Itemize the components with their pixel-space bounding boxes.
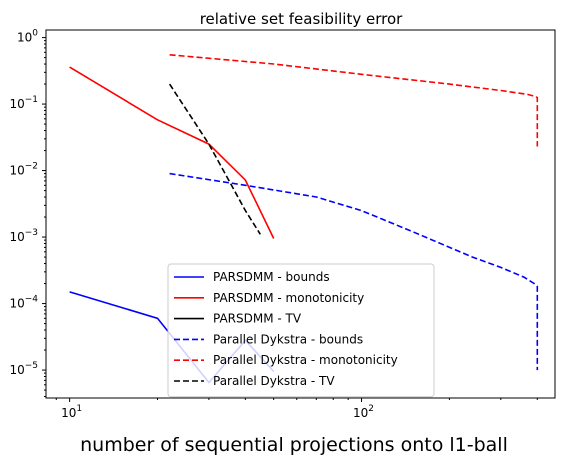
legend-label-3: Parallel Dykstra - bounds <box>213 332 363 346</box>
x-tick-label-0: 101 <box>61 404 82 420</box>
series-line-4 <box>169 54 539 147</box>
chart-title: relative set feasibility error <box>200 10 403 28</box>
ticks-layer: 101 102 10−5 10−4 10−3 10−2 10−1 100 <box>9 29 538 420</box>
plot-area-frame <box>45 29 556 399</box>
y-tick-label-0: 10−5 <box>9 361 38 377</box>
legend-label-0: PARSDMM - bounds <box>213 270 330 284</box>
series-line-1 <box>69 66 275 239</box>
legend-label-4: Parallel Dykstra - monotonicity <box>213 353 398 367</box>
y-tick-label-5: 100 <box>17 29 38 45</box>
x-axis-label: number of sequential projections onto l1… <box>80 434 508 456</box>
legend: PARSDMM - bounds PARSDMM - monotonicity PA… <box>167 263 435 398</box>
series-line-3 <box>169 172 539 371</box>
y-tick-label-3: 10−2 <box>9 162 38 178</box>
legend-box <box>167 263 435 398</box>
x-tick-label-1: 102 <box>353 404 374 420</box>
legend-label-5: Parallel Dykstra - TV <box>213 374 335 388</box>
y-tick-label-1: 10−4 <box>9 295 38 311</box>
series-line-5 <box>168 83 261 235</box>
y-tick-label-2: 10−3 <box>9 228 38 244</box>
legend-label-2: PARSDMM - TV <box>213 312 302 326</box>
y-tick-label-4: 10−1 <box>9 95 38 111</box>
legend-label-1: PARSDMM - monotonicity <box>213 291 364 305</box>
